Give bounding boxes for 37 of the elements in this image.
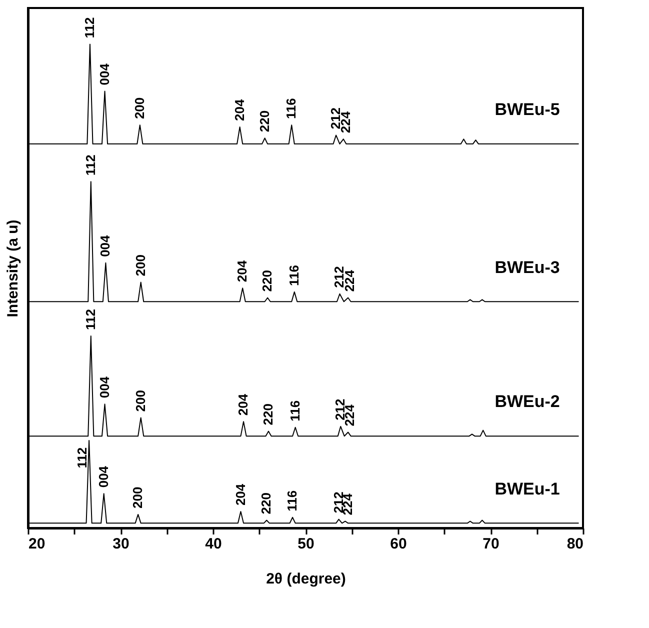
annotation: 116 — [287, 400, 302, 422]
x-tick-label: 20 — [28, 536, 46, 552]
x-tick-label: 60 — [390, 536, 407, 552]
annotation: 116 — [284, 98, 299, 120]
series-label: BWEu-2 — [494, 392, 560, 412]
annotation: 116 — [284, 490, 300, 512]
annotation: 220 — [258, 492, 274, 514]
annotation: 112 — [82, 308, 98, 330]
series-label: BWEu-5 — [494, 100, 560, 120]
x-tick-label: 40 — [205, 536, 222, 552]
annotation: 004 — [96, 465, 111, 488]
series-label: BWEu-1 — [494, 479, 560, 498]
x-tick-label: 30 — [112, 536, 130, 552]
x-tick-label: 70 — [482, 536, 500, 552]
annotation: 204 — [232, 98, 247, 121]
annotation: 220 — [256, 110, 272, 132]
x-tick-label: 80 — [566, 536, 584, 552]
annotation: 112 — [82, 17, 97, 38]
annotation: 220 — [260, 270, 275, 292]
annotation: 004 — [98, 234, 113, 257]
x-tick-label: 50 — [298, 536, 314, 552]
annotation: 112 — [74, 447, 90, 468]
annotation: 200 — [130, 486, 146, 508]
annotation: 004 — [96, 62, 112, 86]
series-label: BWEu-3 — [494, 258, 560, 277]
annotation: 200 — [132, 254, 148, 276]
annotation: 204 — [236, 393, 251, 416]
x-axis-title: 2θ (degree) — [266, 570, 346, 588]
annotation: 200 — [132, 97, 147, 120]
annotation: 200 — [132, 390, 148, 412]
annotation: 220 — [260, 404, 276, 426]
annotation: 204 — [234, 260, 250, 282]
annotation: 116 — [286, 264, 302, 286]
annotation: 004 — [96, 376, 112, 398]
annotation: 204 — [232, 483, 248, 506]
annotation: 112 — [82, 154, 98, 176]
y-axis-title: Intensity (a u) — [4, 220, 22, 318]
